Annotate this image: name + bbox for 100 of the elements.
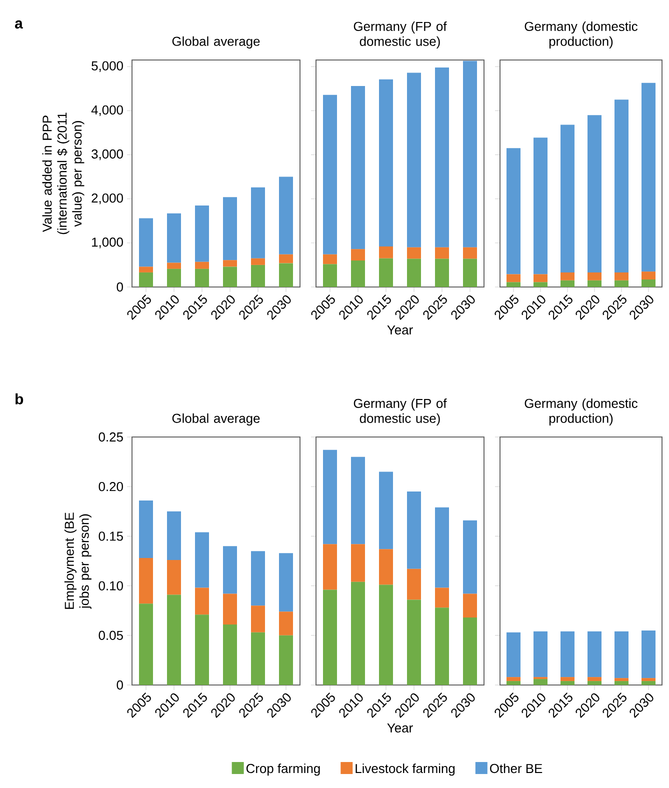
bar bbox=[194, 205, 209, 262]
y-tick-label: 5,000 bbox=[92, 61, 123, 72]
bar bbox=[642, 82, 656, 272]
text: b bbox=[16, 393, 24, 404]
bar bbox=[351, 260, 366, 287]
bar bbox=[506, 274, 521, 282]
bar bbox=[379, 79, 393, 246]
y-tick-label: 0.10 bbox=[98, 581, 123, 590]
bar bbox=[379, 472, 393, 550]
bar bbox=[407, 492, 421, 569]
bar bbox=[222, 197, 237, 260]
bar bbox=[642, 681, 656, 685]
bar bbox=[139, 500, 153, 558]
bar bbox=[250, 632, 265, 685]
bar bbox=[167, 560, 181, 595]
legend-label: Crop farming bbox=[246, 764, 320, 776]
bar bbox=[560, 272, 575, 280]
bar bbox=[435, 258, 449, 287]
bar bbox=[139, 604, 153, 685]
bar bbox=[250, 551, 265, 606]
bar bbox=[194, 268, 209, 287]
bar bbox=[614, 631, 629, 678]
bar bbox=[560, 124, 575, 272]
bar bbox=[642, 630, 656, 678]
bar bbox=[222, 624, 237, 685]
chart-title: Germany (FP of domestic use) bbox=[354, 21, 447, 48]
bar bbox=[435, 608, 449, 685]
bar bbox=[278, 254, 293, 264]
bar bbox=[323, 544, 338, 590]
bar bbox=[462, 594, 477, 618]
bar bbox=[588, 280, 602, 287]
legend-label: Other BE bbox=[490, 764, 542, 774]
y-tick-label: 0 bbox=[116, 282, 123, 292]
y-tick-label: 0.25 bbox=[98, 432, 123, 442]
bar bbox=[167, 594, 181, 685]
bar bbox=[167, 262, 181, 269]
bar bbox=[222, 594, 237, 624]
bar bbox=[614, 678, 629, 682]
bar bbox=[506, 282, 521, 287]
bar bbox=[588, 115, 602, 272]
bar bbox=[435, 247, 449, 259]
bar bbox=[194, 614, 209, 685]
bar bbox=[250, 264, 265, 287]
bar bbox=[463, 258, 477, 287]
bar bbox=[194, 588, 209, 615]
y-tick-label: 0.05 bbox=[98, 630, 123, 640]
bar bbox=[614, 272, 629, 280]
bar bbox=[506, 632, 521, 678]
bar bbox=[323, 94, 338, 254]
bar bbox=[250, 187, 265, 258]
x-axis-title: Year bbox=[387, 723, 413, 733]
bar bbox=[278, 612, 293, 636]
y-tick-label: 3,000 bbox=[92, 149, 123, 160]
bar bbox=[323, 450, 338, 544]
y-tick-label: 0.15 bbox=[98, 532, 123, 541]
bar bbox=[614, 100, 629, 272]
chart-title: Global average bbox=[172, 36, 260, 48]
bar bbox=[588, 677, 602, 682]
bar bbox=[462, 520, 477, 594]
bar bbox=[534, 631, 548, 678]
legend-label: Livestock farming bbox=[356, 764, 455, 776]
bar bbox=[463, 247, 477, 259]
bar bbox=[278, 553, 293, 612]
bar bbox=[351, 249, 366, 261]
bar bbox=[642, 678, 656, 682]
bar bbox=[222, 546, 237, 594]
bar bbox=[222, 266, 237, 287]
bar bbox=[435, 67, 449, 248]
bar bbox=[323, 254, 338, 264]
bar bbox=[379, 549, 393, 585]
y-axis-title: Employment (BE jobs per person) bbox=[64, 512, 92, 609]
bar bbox=[351, 582, 365, 685]
bar bbox=[323, 590, 338, 685]
bar bbox=[167, 511, 181, 560]
bar bbox=[560, 681, 575, 685]
bar bbox=[407, 258, 421, 287]
bar bbox=[194, 532, 209, 588]
bar bbox=[588, 631, 602, 678]
bar bbox=[642, 280, 656, 287]
bar bbox=[250, 606, 265, 632]
bar bbox=[407, 72, 421, 248]
bar bbox=[560, 280, 575, 287]
bar bbox=[506, 677, 521, 682]
bar bbox=[139, 558, 153, 604]
bar bbox=[560, 677, 575, 682]
bar bbox=[222, 260, 237, 267]
bar bbox=[194, 262, 209, 269]
bar bbox=[407, 568, 421, 600]
bar bbox=[351, 544, 365, 582]
bar bbox=[407, 247, 421, 259]
bar bbox=[250, 258, 265, 265]
bar bbox=[278, 263, 293, 287]
bar bbox=[278, 635, 293, 685]
bar bbox=[588, 681, 602, 685]
y-tick-label: 1,000 bbox=[92, 238, 123, 248]
bar bbox=[323, 264, 338, 287]
y-tick-label: 4,000 bbox=[91, 105, 123, 116]
bar bbox=[614, 681, 629, 685]
y-axis-title: Value added in PPP (international $ (2011 value) per person) bbox=[42, 112, 84, 234]
text: a bbox=[15, 20, 23, 29]
